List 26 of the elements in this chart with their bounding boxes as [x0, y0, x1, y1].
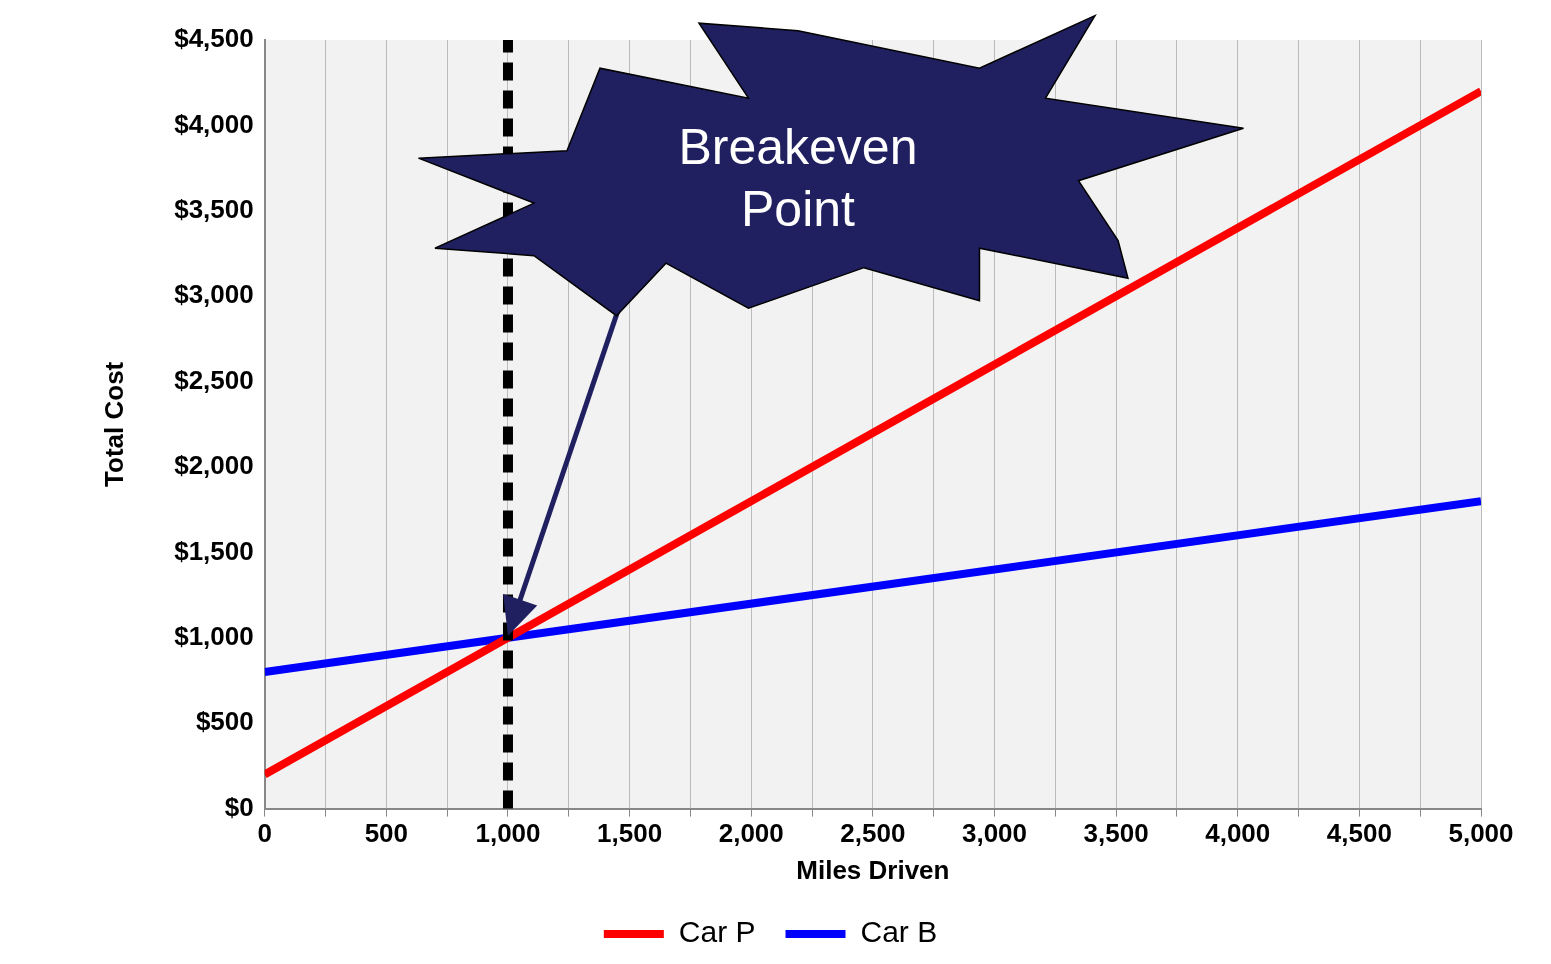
- y-tick-label: $2,000: [174, 450, 254, 481]
- text: 2,000: [718, 818, 784, 849]
- x-axis-title: Miles Driven: [796, 854, 950, 885]
- y-tick-label: $2,500: [174, 364, 254, 395]
- text: 1,500: [597, 818, 663, 849]
- y-tick-label: $500: [195, 706, 254, 737]
- text: 2,500: [840, 818, 906, 849]
- y-tick-label: $1,500: [174, 535, 254, 566]
- y-axis-title: Total Cost: [98, 361, 129, 487]
- text: 1,000: [475, 818, 541, 849]
- x-tick-label: 500: [364, 818, 409, 849]
- text: 5,000: [1448, 818, 1514, 849]
- annotation: Breakeven Point: [677, 117, 919, 239]
- text: 3,000: [961, 818, 1028, 849]
- text: 4,000: [1205, 818, 1271, 849]
- text: 3,500: [1083, 818, 1149, 849]
- y-tick-label: $4,000: [174, 108, 254, 139]
- y-tick-label: $3,500: [174, 193, 254, 224]
- x-tick-label: 0: [257, 818, 272, 849]
- legend-label: Car B: [860, 915, 938, 949]
- y-tick-label: $3,000: [174, 279, 254, 310]
- y-tick-label: $1,000: [174, 620, 254, 651]
- y-tick-label: $0: [224, 791, 254, 822]
- y-tick-label: $4,500: [174, 23, 254, 54]
- legend-label: Car P: [678, 915, 756, 949]
- text: 4,500: [1326, 818, 1392, 849]
